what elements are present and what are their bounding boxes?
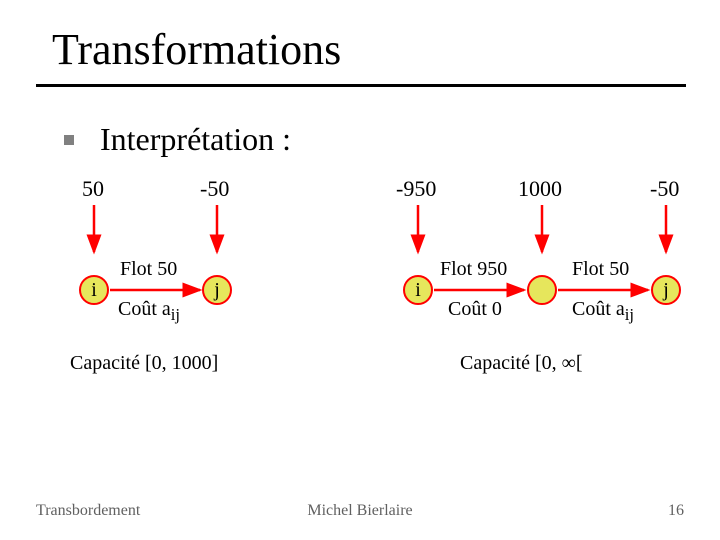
right-supply-mid: 1000	[518, 176, 562, 202]
right-flot2: Flot 50	[572, 258, 629, 281]
left-node-i: i	[79, 275, 109, 305]
left-supply-i: 50	[82, 176, 104, 202]
left-flot: Flot 50	[120, 258, 177, 281]
left-capacity: Capacité [0, 1000]	[70, 352, 218, 375]
bullet-line: Interprétation :	[64, 118, 291, 158]
right-node-j: j	[651, 275, 681, 305]
slide-title: Transformations	[52, 24, 341, 75]
left-cost: Coût aij	[118, 298, 180, 325]
slide: Transformations Interprétation : 50 -50 …	[0, 0, 720, 540]
footer-left: Transbordement	[36, 502, 140, 520]
right-capacity: Capacité [0, ∞[	[460, 352, 583, 375]
right-node-i: i	[403, 275, 433, 305]
bullet-icon	[64, 135, 74, 145]
footer-page-number: 16	[668, 502, 684, 520]
right-cost1: Coût 0	[448, 298, 502, 321]
bullet-text: Interprétation :	[100, 121, 291, 157]
left-node-j: j	[202, 275, 232, 305]
footer-center: Michel Bierlaire	[307, 502, 412, 520]
right-supply-i: -950	[396, 176, 436, 202]
right-node-mid	[527, 275, 557, 305]
left-supply-j: -50	[200, 176, 229, 202]
right-flot1: Flot 950	[440, 258, 507, 281]
right-cost2: Coût aij	[572, 298, 634, 325]
right-supply-j: -50	[650, 176, 679, 202]
title-underline	[36, 84, 686, 87]
